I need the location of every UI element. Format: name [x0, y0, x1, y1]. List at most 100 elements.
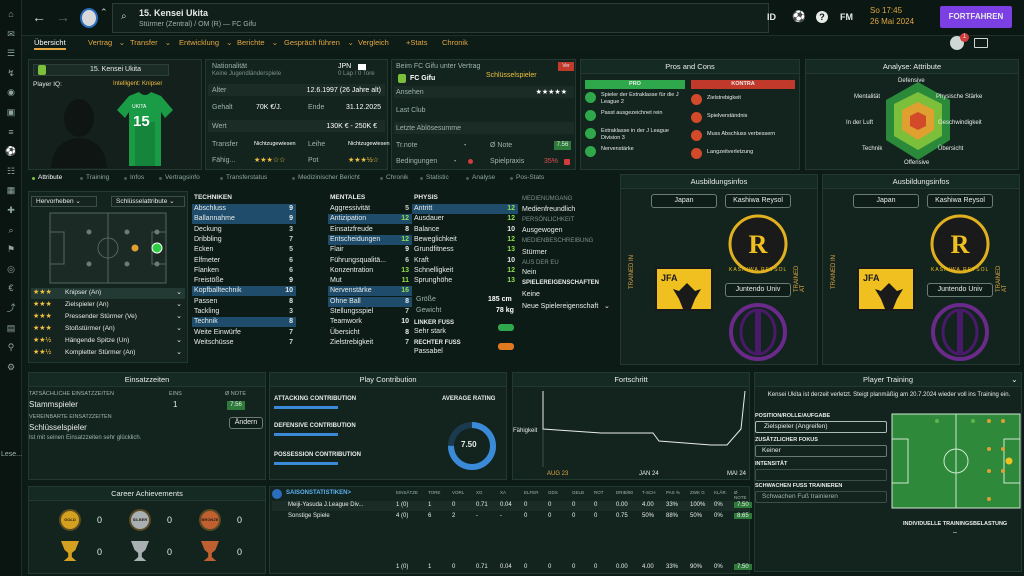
tab-gespr-ch-f-hren[interactable]: Gespräch führen: [284, 38, 340, 47]
chevron-down-icon[interactable]: ⌄: [176, 325, 182, 332]
medical-icon[interactable]: ✚: [7, 205, 15, 215]
country-button[interactable]: Japan: [651, 194, 717, 208]
chevron-down-icon[interactable]: ⌄: [176, 313, 182, 320]
display-icon[interactable]: [974, 38, 988, 48]
role-row[interactable]: ★★★ Pressender Stürmer (Ve) ⌄: [31, 312, 185, 323]
int-dropdown[interactable]: [755, 469, 887, 481]
chevron-down-icon: ⌄: [75, 198, 81, 205]
squad-icon[interactable]: ☰: [6, 48, 16, 59]
trend-up-icon: [585, 92, 596, 103]
tab-vergleich[interactable]: Vergleich: [358, 38, 389, 47]
sidebar: ⌂ ✉ ☰ ↯ ◉ ▣ ≡ ⚽ ☷ ▦ ✚ ⌕ ⚑ ◎ € ⤴ ▤ ⚲ ⚙ Lese...: [0, 0, 22, 576]
tab--stats[interactable]: +Stats: [406, 38, 428, 47]
univ-button[interactable]: Juntendo Univ: [725, 283, 791, 297]
schluesselattribute-dropdown[interactable]: Schlüsselattribute ⌄: [111, 196, 185, 207]
japan-flag-icon: [358, 64, 366, 70]
chevron-down-icon[interactable]: ⌄: [118, 38, 125, 47]
schw-dropdown[interactable]: Schwachen Fuß trainieren: [755, 491, 887, 503]
competition-icon: [272, 489, 282, 499]
subtab-1[interactable]: Training: [86, 174, 110, 181]
ver-badge[interactable]: Ver: [558, 62, 574, 71]
table-row[interactable]: [272, 501, 748, 511]
club-button[interactable]: Kashiwa Reysol: [725, 194, 791, 208]
country-button-2[interactable]: Japan: [853, 194, 919, 208]
home-icon[interactable]: ⌂: [8, 9, 14, 19]
match-icon[interactable]: ⚽: [5, 146, 17, 157]
chevron-down-icon[interactable]: ⌄: [176, 337, 182, 344]
subtab-3[interactable]: Vertragsinfo: [165, 174, 200, 181]
continue-button[interactable]: FORTFAHREN: [940, 6, 1012, 28]
stats-title[interactable]: SAISONSTATISTIKEN>: [286, 490, 351, 496]
scouting-icon[interactable]: ⌕: [8, 224, 14, 235]
id-button[interactable]: ID: [767, 12, 776, 22]
neue-eigenschaft-dropdown[interactable]: Neue Spielereigenschaft: [522, 303, 599, 310]
chevron-down-icon[interactable]: ⌄: [176, 349, 182, 356]
schedule-icon[interactable]: ▦: [6, 185, 16, 196]
subtab-6[interactable]: Chronik: [386, 174, 409, 181]
inbox-icon[interactable]: ✉: [7, 28, 15, 39]
chevron-down-icon[interactable]: ⌄: [1011, 375, 1018, 384]
sidebar-footer-label[interactable]: Lese...: [1, 451, 23, 458]
ball-icon[interactable]: ⚽: [792, 11, 806, 23]
help-icon[interactable]: ?: [816, 11, 828, 23]
attribute-name: Elfmeter: [194, 256, 221, 264]
tactics-icon[interactable]: ▣: [6, 107, 16, 117]
fm-menu-button[interactable]: FM: [840, 12, 853, 22]
forward-arrow-icon[interactable]: →: [56, 9, 70, 25]
data-icon[interactable]: ≡: [8, 126, 14, 137]
chevron-down-icon[interactable]: ⌄: [226, 38, 233, 47]
search-icon[interactable]: ⚲: [7, 342, 15, 353]
club-crest-icon[interactable]: [80, 8, 98, 28]
back-arrow-icon[interactable]: ←: [32, 9, 46, 25]
club-switch-icon[interactable]: ⌃: [100, 7, 108, 17]
radar-label: Physische Stärke: [936, 94, 983, 100]
role-row[interactable]: ★★½ Kompletter Stürmer (An) ⌄: [31, 348, 185, 359]
chevron-down-icon[interactable]: ⌄: [271, 38, 279, 47]
recruitment-icon[interactable]: ⚑: [6, 244, 16, 255]
attribute-name: Flair: [330, 246, 344, 254]
zus-dropdown[interactable]: Keiner: [755, 445, 887, 457]
development-icon[interactable]: ⤴: [6, 303, 16, 313]
club-button-2[interactable]: Kashiwa Reysol: [927, 194, 993, 208]
stats-header: ROT: [594, 490, 604, 495]
search-bar[interactable]: ⌕ 15. Kensei Ukita Stürmer (Zentral) / O…: [112, 3, 769, 33]
subtab-4[interactable]: Transferstatus: [226, 174, 268, 181]
role-row[interactable]: ★★★ Knipser (An) ⌄: [31, 288, 185, 299]
chevron-down-icon[interactable]: ⌄: [604, 303, 610, 310]
chevron-down-icon[interactable]: ⌄: [164, 38, 172, 47]
staff-icon[interactable]: ◉: [7, 87, 15, 98]
tab-vertrag[interactable]: Vertrag: [88, 38, 113, 47]
pos-dropdown[interactable]: Zielspieler (Angreifen): [755, 421, 887, 433]
subtab-5[interactable]: Medizinischer Bericht: [298, 174, 360, 181]
subtab-2[interactable]: Infos: [130, 174, 145, 181]
univ-button-2[interactable]: Juntendo Univ: [927, 283, 993, 297]
subtab-7[interactable]: Statistic: [426, 174, 449, 181]
role-row[interactable]: ★★★ Stoßstürmer (An) ⌄: [31, 324, 185, 335]
tab-entwicklung[interactable]: Entwicklung: [179, 38, 220, 47]
thumbs-down-icon: [691, 130, 702, 141]
tab--bersicht[interactable]: Übersicht: [34, 38, 66, 50]
subtab-0[interactable]: Attribute: [38, 174, 63, 181]
role-row[interactable]: ★★★ Zielspieler (An) ⌄: [31, 300, 185, 311]
subtab-9[interactable]: Pos-Stats: [516, 174, 545, 181]
attribute-value: 11: [401, 277, 409, 285]
tab-chronik[interactable]: Chronik: [442, 38, 468, 47]
medal-icon: [199, 509, 221, 531]
aendern-button[interactable]: Ändern: [229, 417, 263, 429]
hervorheben-dropdown[interactable]: Hervorheben ⌄: [31, 196, 97, 207]
role-row[interactable]: ★★½ Hängende Spitze (Un) ⌄: [31, 336, 185, 347]
chevron-down-icon[interactable]: ⌄: [176, 289, 182, 296]
role-name: Kompletter Stürmer (An): [65, 349, 136, 356]
dynamics-icon[interactable]: ↯: [7, 67, 15, 78]
finances-icon[interactable]: €: [8, 283, 14, 294]
report-icon[interactable]: ▤: [6, 322, 16, 333]
ansehen-stars: ★★★★★: [535, 89, 567, 96]
subtab-8[interactable]: Analyse: [472, 174, 496, 181]
training-icon[interactable]: ☷: [6, 165, 16, 176]
chevron-down-icon[interactable]: ⌄: [176, 301, 182, 308]
settings-icon[interactable]: ⚙: [6, 361, 16, 372]
tab-transfer[interactable]: Transfer: [130, 38, 158, 47]
club-vision-icon[interactable]: ◎: [7, 263, 15, 274]
tab-berichte[interactable]: Berichte: [237, 38, 265, 47]
chevron-down-icon[interactable]: ⌄: [347, 38, 354, 47]
